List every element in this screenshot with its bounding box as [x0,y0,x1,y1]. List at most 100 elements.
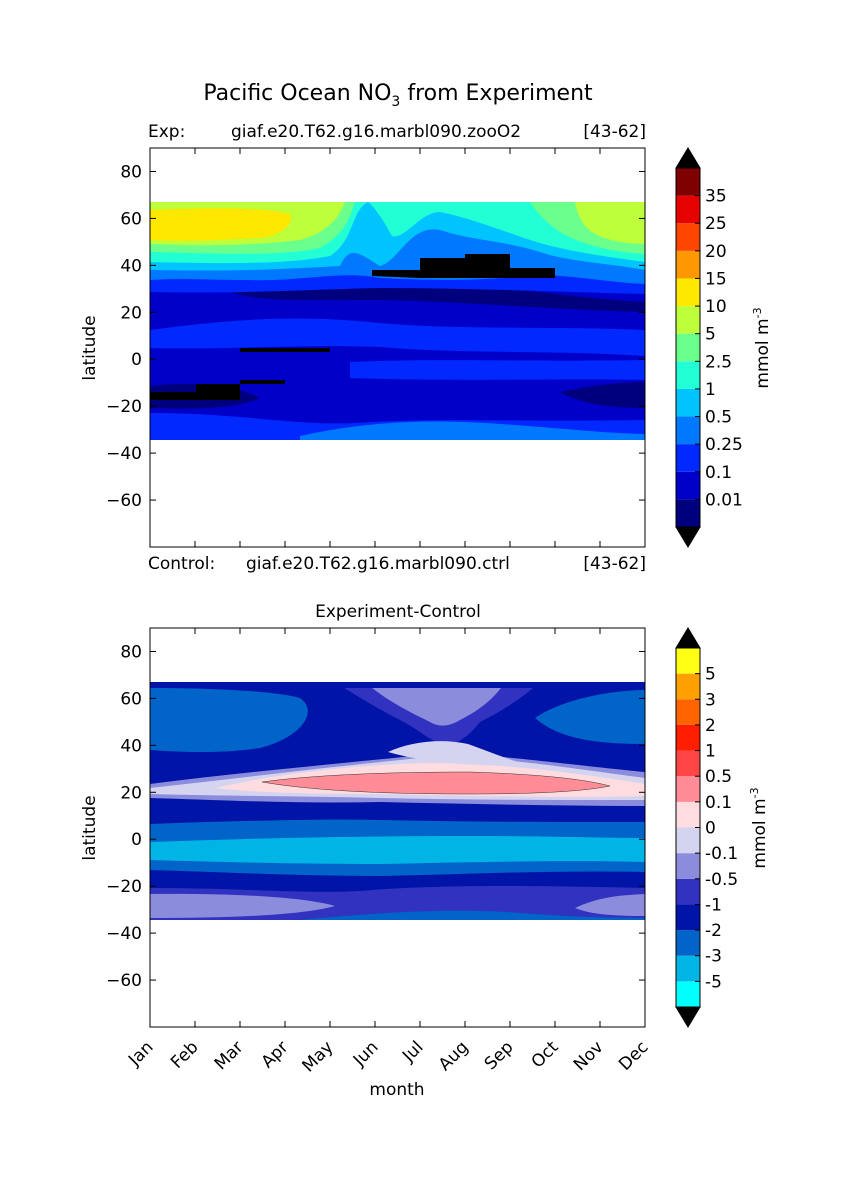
colorbar-swatch [676,223,700,251]
colorbar-tick-label: 10 [705,297,727,317]
band-below-0.01-eq [240,348,330,352]
colorbar-tick-label: -0.1 [705,844,738,864]
colorbar-tick-label: 20 [705,242,727,262]
colorbar-swatch [676,801,700,828]
colorbar-tick-label: -2 [705,921,722,941]
colorbar-swatch [676,648,700,674]
diff-north-3-east [535,690,645,744]
difference-panel: Experiment-Control [80,602,770,1100]
y-tick-label: 40 [120,256,142,276]
ctrl-case-name: giaf.e20.T62.g16.marbl090.ctrl [246,554,510,574]
band-below-0.01-south [150,380,285,400]
y-tick-label: 60 [120,209,142,229]
x-axis-label-2: month [369,1080,424,1100]
colorbar-tick-label: 0 [705,819,716,839]
y-tick-label: −60 [106,491,142,511]
colorbar-swatch [676,388,700,417]
x-tick-label: Nov [570,1037,608,1075]
colorbar-tick-label: 5 [705,325,716,345]
colorbar-tick-label: -1 [705,895,722,915]
colorbar-extend-min [675,526,701,548]
colorbar-swatch [676,750,700,777]
band-north-dark [230,286,645,312]
x-tick-label: Apr [258,1037,293,1072]
y-tick-label: 0 [131,830,142,850]
colorbar-swatch [676,904,700,931]
colorbar-tick-label: 25 [705,214,727,234]
y-tick-label: −40 [106,444,142,464]
diff-subtrop-0.5 [261,771,611,795]
band-south-dark-east [560,382,645,408]
x-tick-label: Jan [124,1037,157,1070]
x-ticks-1 [149,148,646,547]
diff-north-3 [150,688,308,752]
diff-north-zero [388,741,530,766]
colorbar-tick-label: 0.25 [705,435,743,455]
y-axis-2: 80 60 40 20 0 −20 −40 −60 [106,642,645,991]
colorbar-swatch [676,416,700,445]
colorbar-tick-label: 0.5 [705,408,732,428]
experiment-panel: Exp: giaf.e20.T62.g16.marbl090.zooO2 [43… [80,122,773,574]
x-tick-label: May [299,1037,338,1076]
y-tick-label: −20 [106,397,142,417]
colorbar-tick-label: -0.5 [705,870,738,890]
y-tick-label: 20 [120,783,142,803]
colorbar-tick-label: 35 [705,187,727,207]
colorbar-frame [675,167,701,528]
colorbar-swatch [676,195,700,224]
exp-year-range: [43-62] [583,122,646,142]
band-eq-0.1 [150,318,645,356]
experiment-contour-field [150,202,645,440]
colorbar-swatch [676,333,700,362]
colorbar-2: -5 -3 -2 -1 -0.5 -0.1 0 0.1 0.5 1 2 3 5 [675,627,738,1028]
plot-frame-2 [149,627,646,1028]
diff-south-light-east [575,894,645,916]
colorbar-label-1: mmol m-3 [751,307,773,388]
diff-tropics-inner [150,807,645,822]
colorbar-swatch [676,930,700,956]
colorbar-swatch [676,699,700,725]
colorbar-swatch [676,361,700,389]
diff-tropics-5 [150,836,645,864]
diff-north-neg-light [365,682,505,726]
plot-frame-1 [149,147,646,548]
y-axis-label-2: latitude [80,795,100,860]
colorbar-extend-max [675,147,701,169]
x-tick-label: Aug [435,1037,473,1075]
colorbar-swatch [676,278,700,307]
x-tick-label: Jul [398,1037,427,1066]
ctrl-info-label: Control: [148,554,215,574]
diff-south-light [150,893,335,918]
colorbar-swatch [676,776,700,802]
x-tick-label: Feb [167,1037,202,1072]
y-tick-label: 80 [120,162,142,182]
colorbar-1: 0.01 0.1 0.25 0.5 1 2.5 5 10 15 20 25 35 [675,147,743,548]
colorbar-extend-max [675,627,701,649]
colorbar-swatch [676,955,700,982]
band-eq-lower [350,360,645,380]
colorbar-tick-label: 1 [705,380,716,400]
y-tick-label: 20 [120,303,142,323]
colorbar-tick-label: 5 [705,665,716,685]
colorbar-swatch [676,853,700,879]
x-ticks-2 [149,628,646,1027]
colorbar-tick-label: 0.1 [705,793,732,813]
colorbar-swatch [676,444,700,472]
colorbar-swatch [676,471,700,500]
colorbar-swatch [676,981,700,1007]
colorbar-tick-label: 0.01 [705,490,743,510]
band-below-0.01-north [372,254,555,278]
colorbar-tick-label: 0.1 [705,463,732,483]
x-tick-label: Oct [528,1037,563,1072]
difference-contour-field [150,682,645,920]
y-axis-1: 80 60 40 20 0 −20 −40 −60 [106,162,645,511]
x-tick-label: Mar [211,1037,248,1074]
colorbar-swatch [676,306,700,334]
ctrl-year-range: [43-62] [583,554,646,574]
y-tick-label: −20 [106,877,142,897]
y-tick-label: 80 [120,642,142,662]
x-tick-label: Sep [481,1037,518,1074]
band-north-5-east [575,202,645,244]
y-axis-label-1: latitude [80,315,100,380]
